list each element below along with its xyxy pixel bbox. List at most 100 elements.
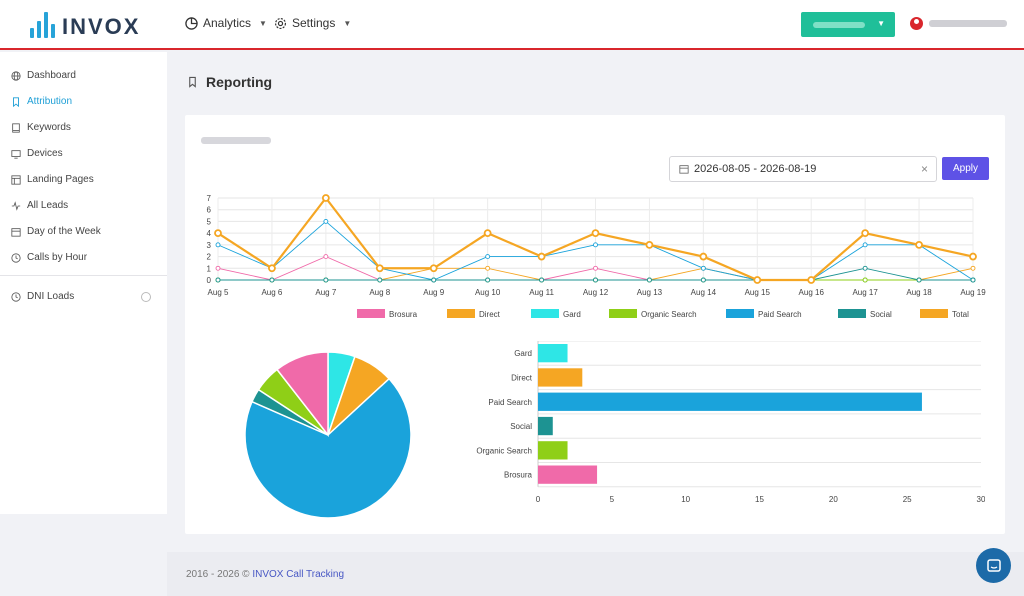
sidebar-item-day-of-week[interactable]: Day of the Week [11, 226, 101, 237]
invox-logo[interactable]: INVOX [30, 12, 140, 38]
account-dropdown-button[interactable]: ▼ [801, 12, 895, 37]
y-tick-label: 5 [207, 217, 212, 226]
x-tick-label: Aug 7 [315, 288, 336, 297]
pie-chart [244, 351, 412, 519]
data-point [268, 264, 276, 273]
x-tick-label: Aug 18 [906, 288, 932, 297]
calendar-icon [11, 227, 21, 237]
x-tick-label: Aug 15 [745, 288, 771, 297]
category-label: Social [510, 422, 532, 431]
x-tick-label: 0 [536, 495, 541, 504]
clock-icon [11, 291, 21, 302]
sidebar-item-label: Day of the Week [27, 226, 101, 237]
data-point [700, 277, 706, 283]
date-range-value: 2026-08-05 - 2026-08-19 [694, 163, 817, 175]
data-point [807, 276, 816, 284]
legend-label: Brosura [389, 310, 418, 319]
monitor-icon [11, 149, 21, 159]
data-point [970, 277, 976, 283]
legend-swatch [357, 309, 385, 318]
data-point [431, 277, 437, 283]
logo-text: INVOX [62, 14, 141, 39]
bar [538, 344, 568, 363]
data-point [861, 229, 870, 238]
data-point [645, 240, 654, 249]
data-point [323, 277, 329, 283]
sidebar-item-calls-by-hour[interactable]: Calls by Hour [11, 252, 87, 263]
data-point [215, 242, 221, 248]
data-point [375, 264, 384, 273]
data-point [969, 252, 977, 261]
book-icon [12, 122, 20, 133]
sidebar-item-label: Keywords [27, 122, 71, 133]
sidebar-divider [0, 275, 167, 276]
x-tick-label: 5 [610, 495, 615, 504]
category-label: Brosura [504, 471, 533, 480]
sidebar-item-all-leads[interactable]: All Leads [11, 200, 68, 211]
footer-link[interactable]: INVOX Call Tracking [252, 569, 345, 580]
x-tick-label: Aug 6 [261, 288, 282, 297]
data-point [593, 277, 598, 283]
sidebar-item-devices[interactable]: Devices [11, 148, 63, 159]
settings-menu[interactable]: Settings ▼ [274, 16, 351, 30]
x-tick-label: 15 [755, 495, 764, 504]
footer-text: 2016 - 2026 © INVOX Call Tracking [186, 569, 344, 580]
user-menu[interactable] [910, 17, 1007, 30]
sidebar-item-landing-pages[interactable]: Landing Pages [11, 174, 94, 185]
legend-swatch [531, 309, 559, 318]
data-point [323, 218, 329, 224]
x-tick-label: Aug 17 [852, 288, 878, 297]
y-tick-label: 7 [207, 194, 212, 203]
sidebar-item-label: Devices [27, 148, 63, 159]
data-point [377, 277, 383, 283]
analytics-menu[interactable]: Analytics ▼ [185, 16, 267, 30]
calendar-icon [679, 165, 689, 174]
y-tick-label: 0 [207, 276, 212, 285]
data-point [485, 254, 491, 260]
analytics-label: Analytics [203, 16, 252, 30]
sidebar: Dashboard Attribution Keywords Devices L… [0, 52, 167, 514]
line-chart: 0 1 2 3 4 5 6 7 Aug 5 Aug 6 Aug 7 Aug 8 Aug 9 Aug 10 A… [207, 194, 987, 319]
data-point [323, 254, 329, 260]
apply-button[interactable]: Apply [942, 157, 989, 180]
sidebar-item-keywords[interactable]: Keywords [11, 122, 71, 133]
legend-swatch [447, 309, 475, 318]
pie-slice [275, 351, 329, 438]
sidebar-item-label: Attribution [27, 96, 73, 107]
bar [538, 392, 922, 411]
user-avatar-icon [910, 17, 923, 30]
data-point [862, 265, 868, 271]
clear-icon[interactable]: × [920, 162, 928, 176]
legend-swatch [726, 309, 754, 318]
data-point [593, 265, 598, 271]
bar-chart: Gard Direct Paid Search Social Organic Searc… [476, 341, 985, 504]
data-point [485, 265, 491, 271]
sidebar-item-dashboard[interactable]: Dashboard [11, 70, 76, 81]
sidebar-item-attribution[interactable]: Attribution [11, 96, 72, 107]
data-point [862, 242, 868, 248]
data-point [700, 265, 706, 271]
x-tick-label: Aug 13 [637, 288, 663, 297]
data-point [321, 194, 330, 202]
logo-bars-icon [30, 12, 55, 38]
activity-icon [11, 200, 21, 211]
legend-label: Organic Search [641, 310, 697, 319]
legend-swatch [838, 309, 866, 318]
x-tick-label: Aug 8 [369, 288, 390, 297]
data-point [537, 252, 546, 261]
data-point [862, 277, 868, 283]
layout-icon [11, 174, 21, 185]
x-tick-label: 20 [829, 495, 838, 504]
legend-label: Total [952, 310, 969, 319]
date-range-input[interactable]: 2026-08-05 - 2026-08-19 × [669, 156, 937, 182]
y-tick-label: 4 [207, 229, 212, 238]
globe-icon [11, 70, 21, 81]
legend-label: Gard [563, 310, 581, 319]
sidebar-item-label: Dashboard [27, 70, 76, 81]
chat-widget-button[interactable] [976, 548, 1011, 583]
sidebar-item-dni-loads[interactable]: DNI Loads [11, 291, 74, 302]
sidebar-item-label: Calls by Hour [27, 252, 88, 263]
bar [538, 416, 553, 436]
x-tick-label: 10 [681, 495, 690, 504]
category-label: Organic Search [476, 446, 532, 455]
